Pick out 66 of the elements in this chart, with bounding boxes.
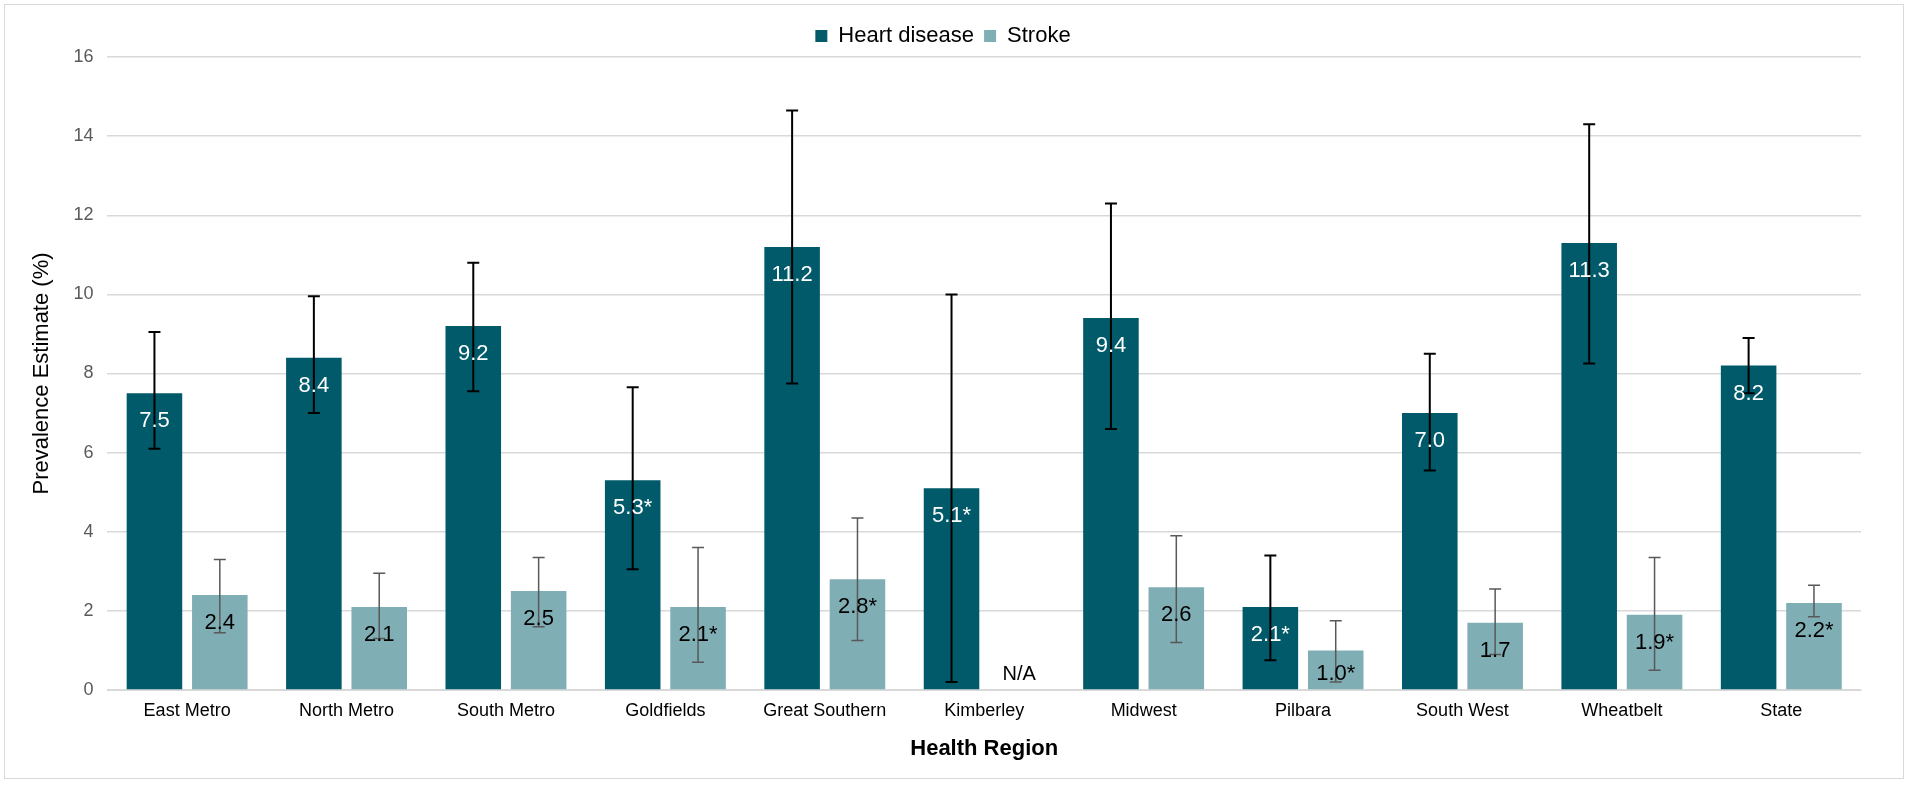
bar — [1148, 587, 1205, 690]
y-tick-label: 12 — [73, 204, 94, 225]
data-label: 2.2* — [1794, 617, 1834, 643]
bar — [1561, 242, 1617, 690]
data-label: 2.4 — [204, 609, 236, 635]
data-label: 1.9* — [1634, 628, 1675, 654]
bar — [445, 326, 502, 690]
y-tick-label: 0 — [83, 678, 94, 699]
data-label: 1.7 — [1479, 636, 1511, 662]
y-tick-label: 2 — [83, 599, 94, 620]
x-tick-label: Pilbara — [1275, 699, 1333, 720]
data-label: 2.6 — [1161, 601, 1192, 627]
bar — [286, 357, 342, 690]
annotation: N/A — [1002, 661, 1037, 684]
data-label: 9.4 — [1095, 332, 1127, 358]
y-tick-label: 10 — [73, 283, 94, 304]
data-label: 7.0 — [1414, 427, 1446, 453]
x-tick-label: Midwest — [1110, 699, 1177, 720]
x-tick-label: Great Southern — [763, 699, 887, 720]
data-label: 8.2 — [1733, 379, 1764, 405]
bar — [670, 606, 726, 690]
x-tick-label: North Metro — [299, 699, 395, 720]
x-tick-label: Goldfields — [625, 699, 706, 720]
data-label: 11.2 — [771, 260, 813, 286]
x-tick-label: Kimberley — [944, 699, 1025, 720]
data-label: 1.0* — [1316, 660, 1356, 686]
data-label: 7.5 — [139, 407, 170, 433]
y-axis-title: Prevalence Estimate (%) — [28, 252, 54, 495]
bar — [829, 579, 886, 690]
data-label: 11.3 — [1568, 257, 1610, 283]
data-label: 2.1 — [363, 620, 395, 646]
bar — [1402, 413, 1458, 690]
bar — [1467, 622, 1523, 690]
y-tick-label: 6 — [83, 441, 94, 462]
x-tick-label: Wheatbelt — [1581, 699, 1663, 720]
x-tick-label: South West — [1416, 699, 1509, 720]
bar — [126, 393, 183, 690]
y-tick-label: 14 — [73, 125, 94, 146]
bar — [1720, 365, 1777, 690]
bar — [923, 488, 980, 690]
data-label: 2.8* — [837, 593, 878, 619]
x-tick-label: East Metro — [143, 699, 231, 720]
legend-label: Stroke — [1007, 22, 1071, 48]
data-label: 2.5 — [523, 605, 554, 631]
bar — [1083, 318, 1139, 690]
bar — [192, 595, 248, 690]
bar — [764, 246, 820, 690]
y-tick-label: 16 — [73, 45, 94, 66]
bar — [1242, 606, 1299, 690]
bar — [1786, 602, 1842, 690]
data-label: 2.1* — [1250, 620, 1291, 646]
bar — [1626, 614, 1683, 690]
data-label: 5.3* — [613, 494, 653, 520]
bar — [351, 606, 407, 690]
x-tick-label: State — [1760, 699, 1803, 720]
x-axis-title: Health Region — [910, 734, 1059, 760]
data-label: 8.4 — [298, 371, 330, 397]
x-tick-label: South Metro — [456, 699, 555, 720]
data-label: 9.2 — [457, 340, 489, 366]
data-label: 2.1* — [678, 620, 719, 646]
legend-label: Heart disease — [838, 22, 975, 48]
bar — [604, 480, 661, 690]
data-label: 5.1* — [931, 502, 972, 528]
bar — [510, 591, 567, 690]
y-tick-label: 4 — [83, 520, 94, 541]
y-tick-label: 8 — [83, 362, 94, 383]
